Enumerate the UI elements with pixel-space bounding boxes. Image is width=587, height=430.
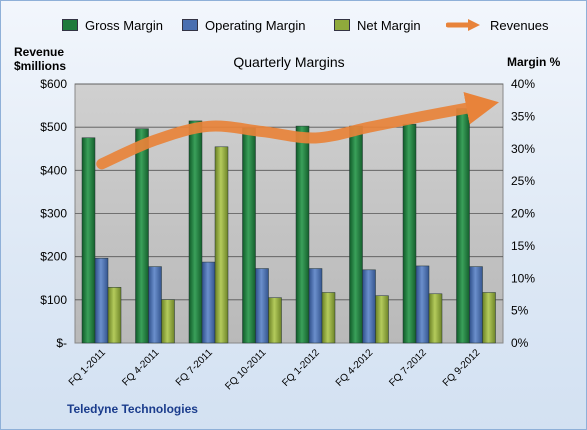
- gross-margin-bar: [456, 108, 470, 344]
- operating-margin-bar: [255, 268, 269, 344]
- legend-swatch-net-margin: [334, 19, 350, 31]
- left-tick-label: $-: [56, 336, 67, 350]
- legend-revenues: Revenues: [446, 17, 549, 33]
- right-tick-label: 5%: [511, 304, 529, 318]
- operating-margin-bar: [94, 257, 109, 344]
- right-tick-label: 0%: [511, 336, 529, 350]
- gross-margin-bar: [188, 120, 203, 344]
- category-label: FQ 7-2011: [174, 347, 215, 388]
- gross-margin-bar: [349, 125, 363, 344]
- category-label: FQ 7-2012: [387, 347, 429, 389]
- legend-gross-margin: Gross Margin: [62, 17, 163, 33]
- net-margin-bar: [321, 292, 336, 344]
- operating-margin-bar: [148, 266, 162, 344]
- left-axis-title-line2: $millions: [14, 59, 67, 73]
- gross-margin-bar: [402, 123, 417, 344]
- operating-margin-bar: [415, 265, 430, 344]
- legend-label-revenues: Revenues: [490, 17, 549, 33]
- legend-operating-margin: Operating Margin: [182, 17, 305, 33]
- legend-arrow-icon: [446, 19, 480, 31]
- gross-margin-bar: [135, 128, 149, 344]
- category-label: FQ 4-2011: [120, 347, 161, 388]
- net-margin-bar: [428, 293, 443, 344]
- right-tick-label: 25%: [511, 174, 535, 188]
- gross-margin-bar: [295, 125, 310, 344]
- right-tick-label: 35%: [511, 109, 535, 123]
- right-tick-label: 30%: [511, 142, 535, 156]
- category-label: FQ 1-2011: [67, 347, 108, 388]
- right-axis-title: Margin %: [507, 55, 561, 69]
- legend-label-net-margin: Net Margin: [357, 17, 421, 33]
- right-tick-label: 40%: [511, 77, 535, 91]
- net-margin-bar: [375, 295, 389, 344]
- gross-margin-bar: [81, 137, 96, 344]
- chart-title: Quarterly Margins: [233, 54, 345, 70]
- revenues-line: [96, 92, 499, 170]
- left-tick-label: $500: [40, 120, 67, 134]
- left-tick-label: $200: [40, 250, 67, 264]
- net-margin-bar: [214, 146, 229, 344]
- operating-margin-bar: [201, 261, 216, 344]
- legend-label-gross-margin: Gross Margin: [85, 17, 164, 33]
- operating-margin-bar: [308, 268, 323, 344]
- left-axis-title-line1: Revenue: [14, 45, 65, 59]
- net-margin-bar: [482, 292, 496, 344]
- left-tick-label: $400: [40, 163, 67, 177]
- category-label: FQ 1-2012: [280, 347, 322, 389]
- net-margin-bar: [107, 287, 122, 344]
- left-tick-label: $300: [40, 207, 67, 221]
- legend-net-margin: Net Margin: [334, 17, 421, 33]
- right-tick-label: 10%: [511, 271, 535, 285]
- net-margin-bar: [161, 299, 175, 344]
- company-name: Teledyne Technologies: [67, 402, 198, 416]
- net-margin-bar: [268, 297, 282, 344]
- left-tick-label: $100: [40, 293, 67, 307]
- legend-swatch-operating-margin: [182, 19, 198, 31]
- left-tick-label: $600: [40, 77, 67, 91]
- category-label: FQ 10-2011: [223, 347, 268, 392]
- gross-margin-bar: [242, 127, 256, 344]
- legend-label-operating-margin: Operating Margin: [205, 17, 306, 33]
- left-axis-title: Revenue $millions: [14, 45, 66, 73]
- legend-swatch-gross-margin: [62, 19, 78, 31]
- right-tick-label: 20%: [511, 207, 535, 221]
- operating-margin-bar: [469, 266, 483, 344]
- right-tick-label: 15%: [511, 239, 535, 253]
- category-label: FQ 4-2012: [334, 347, 376, 389]
- category-label: FQ 9-2012: [441, 347, 483, 389]
- operating-margin-bar: [362, 269, 376, 344]
